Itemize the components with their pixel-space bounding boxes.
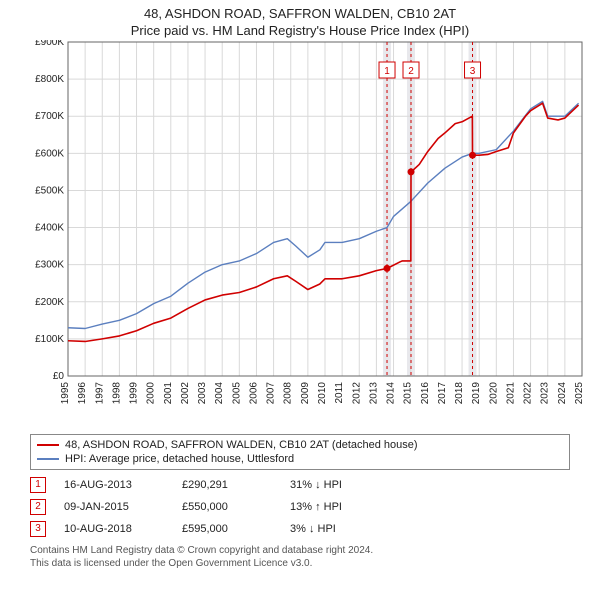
transaction-badge: 1: [30, 477, 46, 493]
svg-text:2014: 2014: [386, 381, 397, 404]
svg-text:2021: 2021: [505, 381, 516, 404]
transaction-price: £550,000: [182, 501, 272, 513]
svg-text:£200K: £200K: [35, 297, 64, 308]
chart-svg: £0 £100K £200K £300K £400K £500K £600K £700K £80…: [20, 40, 590, 430]
svg-text:£500K: £500K: [35, 185, 64, 196]
svg-text:2002: 2002: [180, 381, 191, 404]
svg-text:1996: 1996: [77, 381, 88, 404]
svg-text:2011: 2011: [334, 381, 345, 403]
transaction-date: 10-AUG-2018: [64, 523, 164, 535]
chart-area: £0 £100K £200K £300K £400K £500K £600K £700K £80…: [20, 40, 590, 430]
legend-swatch: [37, 458, 59, 460]
svg-text:£900K: £900K: [35, 40, 64, 48]
svg-text:2017: 2017: [437, 381, 448, 404]
svg-text:£300K: £300K: [35, 259, 64, 270]
svg-text:1995: 1995: [60, 381, 71, 404]
svg-text:£600K: £600K: [35, 148, 64, 159]
transaction-date: 09-JAN-2015: [64, 501, 164, 513]
transaction-row: 2 09-JAN-2015 £550,000 13% ↑ HPI: [30, 496, 570, 518]
footer-line-2: This data is licensed under the Open Gov…: [30, 557, 570, 570]
transaction-price: £290,291: [182, 479, 272, 491]
legend-item: 48, ASHDON ROAD, SAFFRON WALDEN, CB10 2A…: [37, 438, 563, 452]
svg-text:2015: 2015: [403, 381, 414, 404]
title-line-1: 48, ASHDON ROAD, SAFFRON WALDEN, CB10 2A…: [0, 6, 600, 23]
transaction-row: 3 10-AUG-2018 £595,000 3% ↓ HPI: [30, 518, 570, 540]
transaction-date: 16-AUG-2013: [64, 479, 164, 491]
svg-text:2020: 2020: [488, 381, 499, 404]
svg-text:£700K: £700K: [35, 111, 64, 122]
svg-text:1997: 1997: [94, 381, 105, 404]
transaction-delta: 13% ↑ HPI: [290, 501, 390, 513]
svg-text:2025: 2025: [574, 381, 585, 404]
svg-text:2024: 2024: [557, 381, 568, 404]
svg-text:3: 3: [470, 66, 476, 77]
svg-text:1: 1: [384, 66, 390, 77]
svg-text:£800K: £800K: [35, 74, 64, 85]
footer-line-1: Contains HM Land Registry data © Crown c…: [30, 544, 570, 557]
svg-text:2009: 2009: [300, 381, 311, 404]
svg-text:£100K: £100K: [35, 334, 64, 345]
transaction-price: £595,000: [182, 523, 272, 535]
transaction-badge: 2: [30, 499, 46, 515]
svg-text:2006: 2006: [248, 381, 259, 404]
svg-text:2007: 2007: [266, 381, 277, 404]
svg-text:2010: 2010: [317, 381, 328, 404]
svg-text:2016: 2016: [420, 381, 431, 404]
svg-text:2004: 2004: [214, 381, 225, 404]
svg-text:2018: 2018: [454, 381, 465, 404]
svg-text:2008: 2008: [283, 381, 294, 404]
title-line-2: Price paid vs. HM Land Registry's House …: [0, 23, 600, 40]
transaction-badge: 3: [30, 521, 46, 537]
svg-text:2: 2: [408, 66, 414, 77]
transaction-row: 1 16-AUG-2013 £290,291 31% ↓ HPI: [30, 474, 570, 496]
svg-text:1999: 1999: [129, 381, 140, 404]
legend-label: 48, ASHDON ROAD, SAFFRON WALDEN, CB10 2A…: [65, 439, 418, 451]
license-footer: Contains HM Land Registry data © Crown c…: [30, 544, 570, 570]
svg-text:2000: 2000: [146, 381, 157, 404]
svg-text:2013: 2013: [368, 381, 379, 404]
svg-text:2012: 2012: [351, 381, 362, 404]
svg-text:£0: £0: [53, 371, 65, 382]
legend-item: HPI: Average price, detached house, Uttl…: [37, 452, 563, 466]
transaction-delta: 31% ↓ HPI: [290, 479, 390, 491]
legend: 48, ASHDON ROAD, SAFFRON WALDEN, CB10 2A…: [30, 434, 570, 470]
svg-text:2022: 2022: [523, 381, 534, 404]
svg-text:£400K: £400K: [35, 222, 64, 233]
svg-text:2003: 2003: [197, 381, 208, 404]
svg-text:2023: 2023: [540, 381, 551, 404]
legend-label: HPI: Average price, detached house, Uttl…: [65, 453, 294, 465]
svg-text:1998: 1998: [111, 381, 122, 404]
transaction-table: 1 16-AUG-2013 £290,291 31% ↓ HPI 2 09-JAN-201…: [30, 474, 570, 540]
svg-text:2001: 2001: [163, 381, 174, 404]
legend-swatch: [37, 444, 59, 446]
chart-title: 48, ASHDON ROAD, SAFFRON WALDEN, CB10 2A…: [0, 0, 600, 40]
transaction-delta: 3% ↓ HPI: [290, 523, 390, 535]
svg-text:2005: 2005: [231, 381, 242, 404]
svg-text:2019: 2019: [471, 381, 482, 404]
